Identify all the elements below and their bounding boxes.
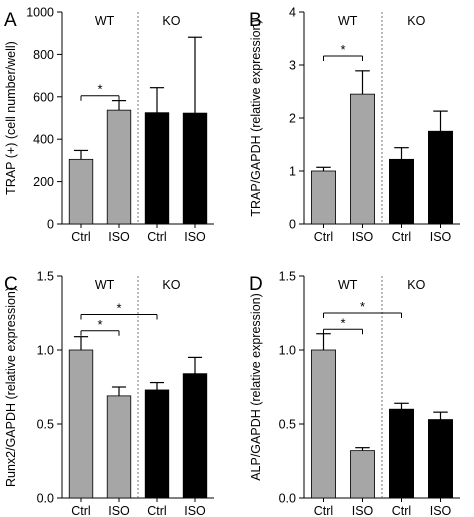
significance-star: * [360,299,365,314]
y-axis-label: ALP/GAPDH (relative expression) [249,293,263,481]
y-tick-label: 0.0 [37,492,54,506]
significance-star: * [116,300,121,315]
group-label: KO [162,278,180,292]
x-tick-label: ISO [184,230,206,244]
y-tick-label: 0.5 [279,418,296,432]
y-tick-label: 4 [289,6,296,20]
x-tick-label: Ctrl [314,504,333,517]
y-tick-label: 1.0 [279,344,296,358]
panel-label: D [249,274,263,295]
bar [389,408,414,499]
bar [144,389,170,499]
x-tick-label: Ctrl [392,230,411,244]
significance-star: * [97,82,102,97]
y-tick-label: 3 [289,59,296,73]
bar [311,349,336,499]
bar [350,450,375,499]
y-tick-label: 600 [33,90,54,104]
bar [106,395,132,499]
bar [311,170,336,225]
y-tick-label: 1000 [26,6,54,20]
y-tick-label: 0 [289,218,296,232]
x-tick-label: Ctrl [147,230,166,244]
y-tick-label: 0.5 [37,418,54,432]
x-tick-label: Ctrl [314,230,333,244]
y-tick-label: 1.5 [37,270,54,284]
y-tick-label: 0 [47,218,54,232]
y-tick-label: 1.5 [279,270,296,284]
bar [68,158,94,225]
bar [428,130,453,225]
y-tick-label: 200 [33,175,54,189]
y-tick-label: 1 [289,165,296,179]
bar [106,109,132,225]
x-tick-label: ISO [430,504,452,517]
significance-star: * [340,315,345,330]
bar [182,373,208,499]
y-axis-label: Runx2/GAPDH (relative expression) [4,287,18,487]
group-label: WT [95,278,115,292]
x-tick-label: Ctrl [71,504,90,517]
y-tick-label: 0.0 [279,492,296,506]
significance-star: * [97,317,102,332]
significance-star: * [340,42,345,57]
bar [428,419,453,499]
bar [182,112,208,225]
x-tick-label: Ctrl [71,230,90,244]
group-label: KO [162,14,180,28]
x-tick-label: ISO [184,504,206,517]
x-tick-label: ISO [108,504,130,517]
y-tick-label: 2 [289,112,296,126]
x-tick-label: Ctrl [147,504,166,517]
panel-label: A [4,10,17,31]
x-tick-label: ISO [430,230,452,244]
y-tick-label: 400 [33,133,54,147]
group-label: KO [407,14,425,28]
x-tick-label: ISO [108,230,130,244]
group-label: WT [95,14,115,28]
bar [144,112,170,225]
bar [389,158,414,225]
panel-label: B [249,10,262,31]
x-tick-label: Ctrl [392,504,411,517]
x-tick-label: ISO [352,504,374,517]
y-tick-label: 1.0 [37,344,54,358]
y-axis-label: TRAP (+) (cell number/well) [4,41,18,195]
bar [350,93,375,225]
x-tick-label: ISO [352,230,374,244]
y-axis-label: TRAP/GAPDH (relative expression) [249,19,263,216]
bar [68,349,94,499]
group-label: KO [407,278,425,292]
panel-label: C [4,274,18,295]
group-label: WT [338,14,358,28]
group-label: WT [338,278,358,292]
y-tick-label: 800 [33,48,54,62]
